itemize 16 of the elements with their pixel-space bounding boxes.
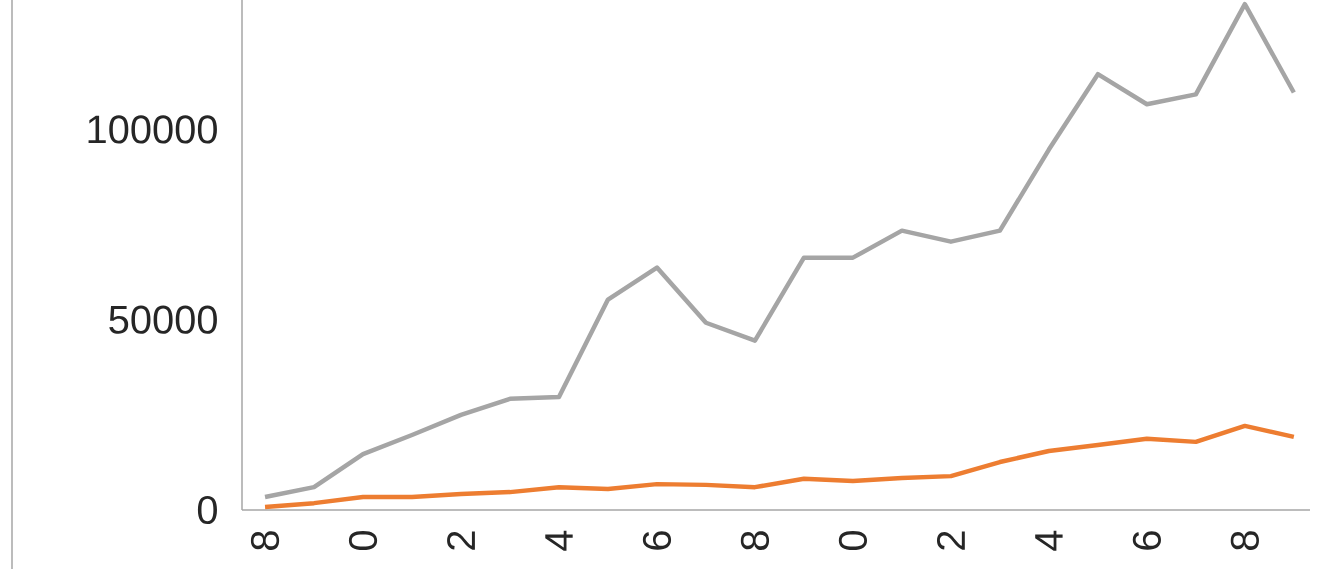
x-tick-label: 0 <box>838 531 868 551</box>
x-tick-label: 8 <box>1230 531 1259 550</box>
y-tick-label: 100000 <box>88 115 217 144</box>
x-tick-label: 2 <box>447 531 475 550</box>
x-tick-label: 4 <box>1035 530 1063 551</box>
x-tick-label: 0 <box>348 531 378 551</box>
x-tick-label: 2 <box>936 531 965 550</box>
x-tick-label: 8 <box>740 531 770 550</box>
x-tick-label: 6 <box>1132 531 1161 550</box>
x-tick-label: 4 <box>545 530 573 551</box>
y-tick-label: 0 <box>197 495 217 525</box>
line-series <box>262 1 1297 500</box>
y-tick-label: 50000 <box>109 305 217 334</box>
x-tick-label: 8 <box>250 531 280 550</box>
line-series <box>262 423 1297 510</box>
x-tick-label: 6 <box>642 531 672 550</box>
